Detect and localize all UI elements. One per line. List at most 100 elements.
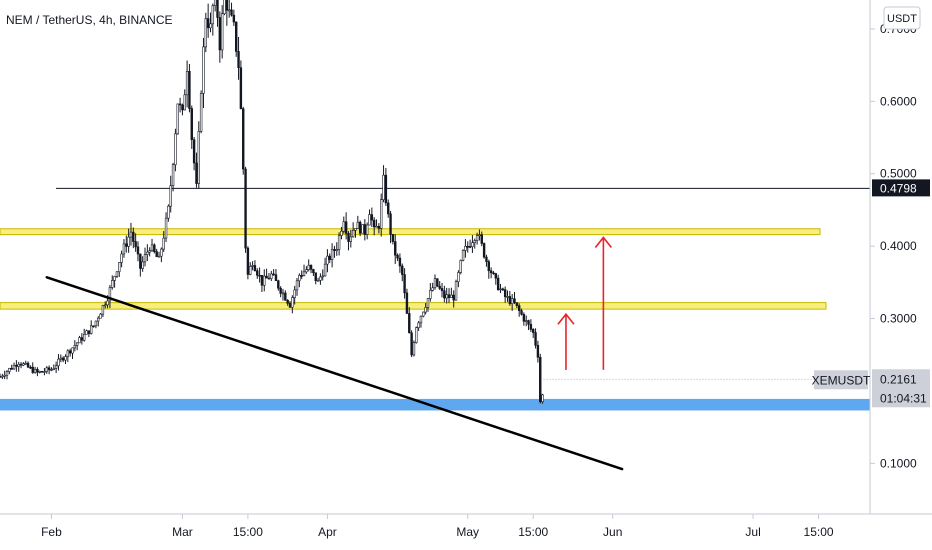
- candle-body: [349, 236, 353, 242]
- candle-body: [90, 325, 93, 334]
- time-tick-label: 15:00: [233, 525, 263, 539]
- time-tick-label: Jun: [603, 525, 622, 539]
- candle-body: [54, 365, 58, 369]
- time-tick-label: Jul: [745, 525, 760, 539]
- candle-body: [438, 285, 441, 289]
- candle-body: [256, 270, 259, 276]
- candle-body: [328, 255, 331, 260]
- candle-body: [157, 255, 161, 258]
- candle-body: [454, 281, 458, 301]
- candle-body: [510, 298, 514, 305]
- candle-body: [295, 280, 299, 291]
- candle-body: [527, 320, 530, 325]
- candle-body: [344, 221, 348, 234]
- descending-trendline[interactable]: [45, 276, 624, 471]
- candle-body: [171, 164, 175, 186]
- resistance-zone-yellow[interactable]: [0, 228, 821, 236]
- candle-body: [496, 277, 500, 291]
- candle-body: [429, 290, 432, 299]
- candle-body: [146, 251, 149, 255]
- unit-selector[interactable]: USDT: [883, 6, 921, 30]
- candle-body: [73, 345, 77, 349]
- candle-body: [321, 275, 324, 278]
- candle-body: [365, 224, 369, 235]
- candle-body: [43, 371, 46, 373]
- unit-box[interactable]: [883, 6, 921, 30]
- candle-body: [356, 221, 360, 229]
- candle-body: [246, 247, 250, 275]
- candle-body: [192, 139, 196, 164]
- price-tick-label: 0.6000: [880, 94, 917, 108]
- candle-body: [494, 273, 498, 279]
- candle-body: [97, 317, 100, 322]
- time-tick-label: 15:00: [518, 525, 548, 539]
- price-tick-label: 0.4000: [880, 239, 917, 253]
- candle-body: [38, 371, 41, 373]
- candle-body: [0, 376, 2, 378]
- horizontal-level-price-tag: 0.4798: [872, 179, 930, 197]
- candle-body: [398, 257, 402, 267]
- candle-body: [431, 287, 434, 291]
- candle-body: [26, 362, 30, 368]
- candle-body: [314, 272, 317, 281]
- candle-body: [220, 13, 224, 51]
- candle-body: [284, 292, 287, 301]
- candle-body: [445, 294, 448, 299]
- candle-body: [61, 357, 65, 361]
- candle-body: [312, 269, 315, 274]
- candle-body: [15, 364, 18, 367]
- up-arrow-head[interactable]: [557, 312, 575, 325]
- candle-body: [279, 287, 282, 294]
- candle-body: [92, 325, 95, 328]
- candle-body: [216, 0, 219, 18]
- symbol-tag-bg: [814, 370, 868, 390]
- horizontal-level-tag-bg: [872, 179, 930, 197]
- candle-body: [539, 356, 542, 403]
- candle-body: [129, 231, 133, 238]
- candle-body: [281, 292, 285, 295]
- time-axis[interactable]: Feb Mar 15:00 Apr May 15:00 Jun Jul 15:00: [41, 514, 834, 539]
- candle-body: [363, 224, 367, 235]
- candle-body: [235, 21, 238, 52]
- candle-body: [436, 278, 439, 287]
- candle-body: [33, 368, 37, 373]
- candle-body: [87, 330, 91, 334]
- candle-body: [8, 367, 11, 372]
- candle-body: [372, 219, 376, 228]
- candle-body: [183, 94, 186, 111]
- candle-body: [265, 275, 268, 279]
- candle-body: [230, 9, 233, 16]
- candle-body: [202, 46, 205, 94]
- candle-body: [300, 275, 303, 277]
- candle-body: [3, 374, 6, 377]
- time-tick-label: Apr: [318, 525, 337, 539]
- candle-body: [213, 0, 217, 6]
- candle-body: [323, 263, 327, 277]
- candle-body: [19, 363, 23, 366]
- candle-body: [12, 364, 16, 370]
- candle-body: [122, 243, 126, 255]
- resistance-zone-yellow[interactable]: [0, 302, 827, 310]
- candle-body: [164, 217, 168, 239]
- candle-body: [40, 371, 44, 373]
- candle-body: [447, 294, 451, 298]
- candle-body: [143, 254, 147, 263]
- candle-body: [370, 214, 374, 221]
- candle-body: [459, 259, 462, 273]
- candle-body: [169, 185, 172, 207]
- candle-body: [401, 265, 404, 275]
- candle-body: [36, 368, 39, 373]
- candle-body: [482, 243, 486, 258]
- candle-body: [499, 288, 502, 291]
- candle-body: [260, 275, 264, 286]
- candle-body: [64, 356, 67, 361]
- candle-body: [417, 322, 420, 328]
- candle-body: [358, 221, 362, 234]
- candle-body: [211, 5, 215, 25]
- up-arrow-head[interactable]: [594, 236, 613, 248]
- candle-body: [132, 231, 135, 242]
- candle-body: [50, 369, 53, 371]
- support-zone-blue[interactable]: [0, 398, 870, 411]
